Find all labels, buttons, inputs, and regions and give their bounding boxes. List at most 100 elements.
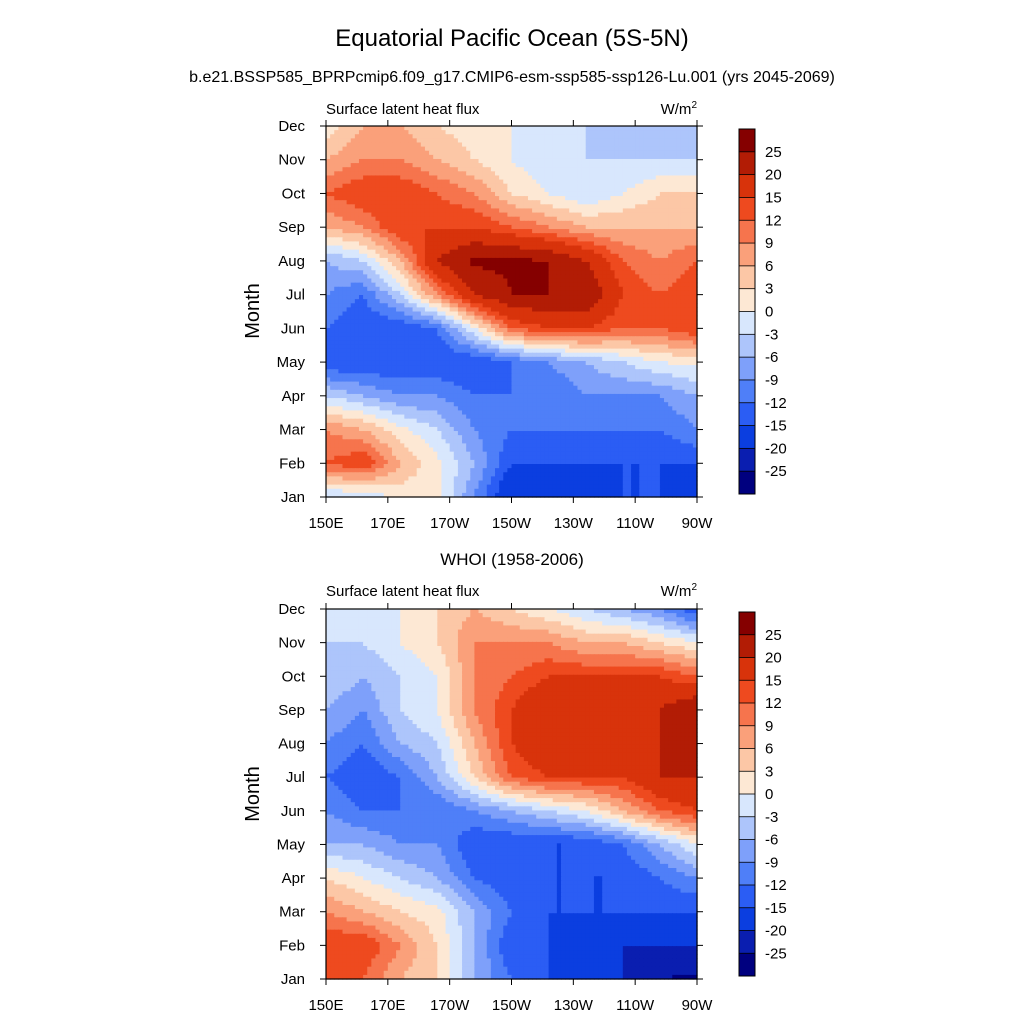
heatmap-cell: [416, 332, 422, 337]
heatmap-cell: [540, 249, 546, 255]
heatmap-cell: [371, 299, 377, 304]
heatmap-cell: [350, 142, 356, 148]
heatmap-cell: [680, 303, 686, 308]
heatmap-cell: [420, 204, 426, 210]
heatmap-cell: [330, 323, 335, 329]
heatmap-cell: [346, 191, 352, 197]
heatmap-cell: [495, 332, 500, 337]
heatmap-cell: [466, 158, 471, 164]
heatmap-cell: [610, 327, 616, 333]
heatmap-cell: [610, 257, 616, 263]
heatmap-cell: [519, 249, 525, 255]
heatmap-cell: [631, 196, 636, 201]
heatmap-cell: [474, 171, 480, 177]
heatmap-cell: [416, 262, 422, 267]
heatmap-cell: [457, 233, 463, 238]
heatmap-cell: [420, 299, 426, 304]
heatmap-cell: [437, 332, 443, 337]
heatmap-cell: [367, 278, 372, 284]
heatmap-cell: [346, 311, 352, 317]
heatmap-cell: [692, 282, 698, 288]
heatmap-cell: [367, 295, 372, 300]
heatmap-cell: [387, 130, 393, 135]
heatmap-cell: [354, 179, 360, 185]
heatmap-cell: [490, 179, 496, 185]
heatmap-cell: [527, 187, 533, 193]
heatmap-cell: [655, 196, 661, 201]
heatmap-cell: [593, 237, 599, 243]
heatmap-cell: [420, 274, 426, 280]
heatmap-cell: [511, 332, 517, 337]
heatmap-cell: [383, 332, 389, 337]
heatmap-cell: [626, 212, 632, 218]
heatmap-cell: [342, 233, 348, 238]
heatmap-cell: [429, 220, 434, 226]
heatmap-cell: [643, 130, 649, 135]
heatmap-cell: [647, 348, 653, 354]
heatmap-cell: [433, 299, 438, 304]
heatmap-cell: [400, 126, 405, 131]
heatmap-cell: [664, 142, 669, 148]
heatmap-cell: [354, 295, 360, 300]
heatmap-cell: [354, 187, 360, 193]
heatmap-cell: [424, 253, 430, 259]
heatmap-cell: [363, 191, 368, 197]
heatmap-cell: [664, 253, 669, 259]
heatmap-cell: [556, 216, 562, 222]
heatmap-cell: [420, 315, 426, 321]
heatmap-cell: [659, 307, 665, 313]
heatmap-cell: [577, 348, 583, 354]
heatmap-cell: [688, 262, 694, 267]
heatmap-cell: [350, 171, 356, 177]
heatmap-cell: [556, 191, 562, 197]
heatmap-cell: [631, 286, 636, 292]
heatmap-cell: [449, 171, 455, 177]
heatmap-cell: [400, 315, 405, 321]
heatmap-cell: [511, 241, 517, 247]
heatmap-cell: [676, 130, 682, 135]
heatmap-cell: [326, 290, 331, 296]
heatmap-cell: [602, 134, 607, 139]
heatmap-cell: [387, 332, 393, 337]
heatmap-cell: [490, 319, 496, 325]
heatmap-cell: [354, 138, 360, 144]
heatmap-cell: [565, 126, 570, 131]
heatmap-cell: [387, 179, 393, 185]
heatmap-cell: [490, 332, 496, 337]
heatmap-cell: [668, 270, 673, 275]
heatmap-cell: [626, 142, 632, 148]
heatmap-cell: [643, 274, 649, 280]
heatmap-cell: [606, 332, 612, 337]
heatmap-cell: [478, 241, 484, 247]
heatmap-cell: [358, 167, 364, 172]
heatmap-cell: [354, 315, 360, 321]
heatmap-cell: [593, 150, 599, 156]
heatmap-cell: [338, 196, 344, 201]
heatmap-cell: [515, 340, 521, 346]
heatmap-cell: [585, 295, 591, 300]
heatmap-cell: [647, 323, 653, 329]
heatmap-cell: [655, 327, 661, 333]
heatmap-cell: [655, 303, 661, 308]
heatmap-cell: [330, 319, 335, 325]
heatmap-cell: [688, 241, 694, 247]
heatmap-cell: [499, 130, 504, 135]
heatmap-cell: [536, 307, 541, 313]
heatmap-cell: [383, 183, 389, 189]
heatmap-cell: [330, 158, 335, 164]
heatmap-cell: [672, 158, 677, 164]
heatmap-cell: [429, 163, 434, 168]
heatmap-cell: [651, 327, 657, 333]
heatmap-cell: [462, 290, 467, 296]
heatmap-cell: [404, 220, 410, 226]
heatmap-cell: [552, 290, 558, 296]
heatmap-cell: [503, 154, 508, 160]
heatmap-cell: [577, 270, 583, 275]
heatmap-cell: [684, 327, 690, 333]
heatmap-cell: [676, 344, 682, 350]
heatmap-cell: [519, 150, 525, 156]
heatmap-cell: [424, 146, 430, 152]
heatmap-cell: [527, 262, 533, 267]
heatmap-cell: [540, 319, 546, 325]
heatmap-cell: [626, 315, 632, 321]
